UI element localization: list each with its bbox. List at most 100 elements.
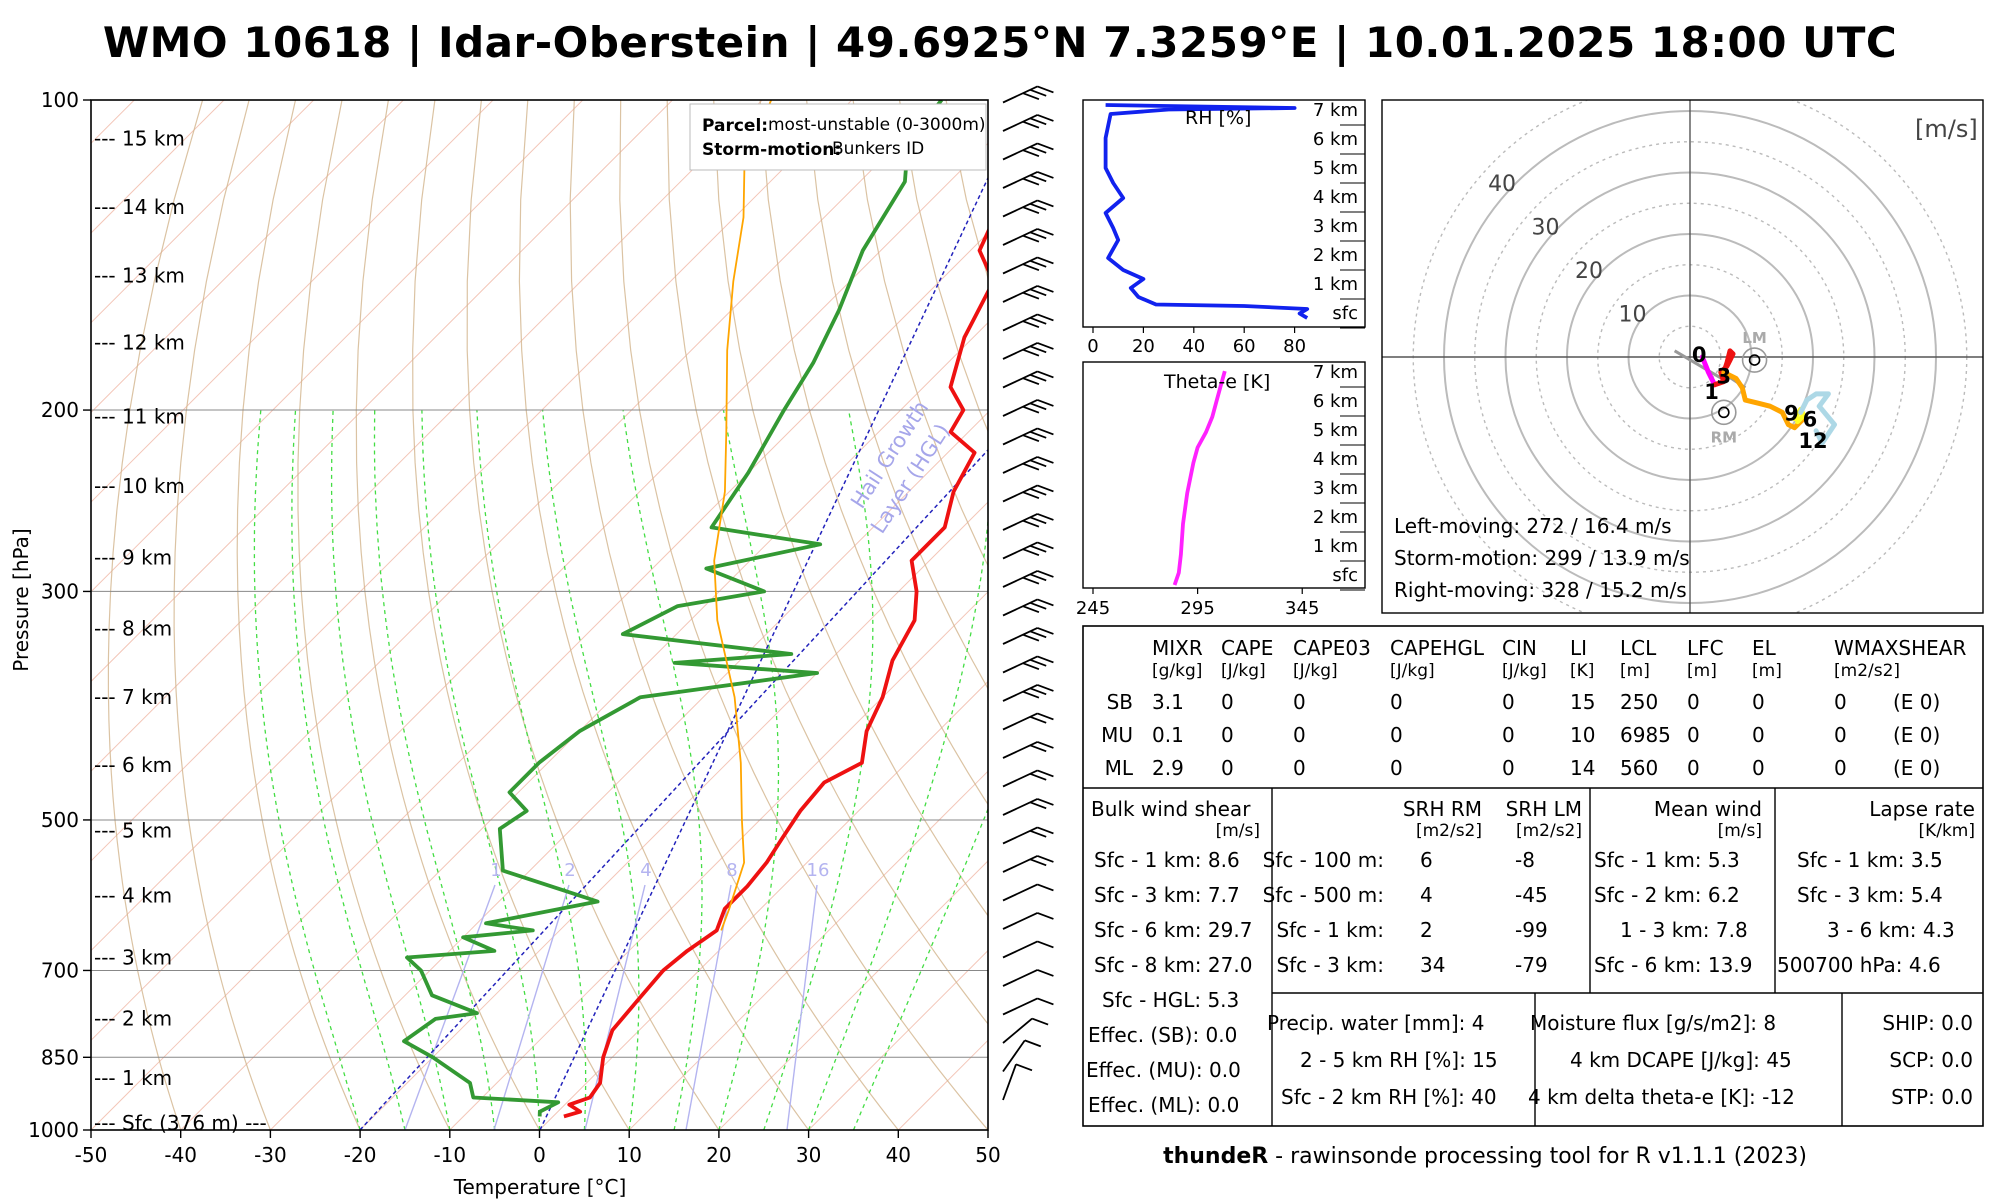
wind-barbs xyxy=(1002,85,1054,1101)
barb-flag xyxy=(1022,377,1040,386)
barb-staff xyxy=(1002,228,1038,246)
wind-barb xyxy=(1002,741,1054,759)
indices-cell: 0.1 xyxy=(1152,723,1184,747)
hodograph-panel: 10 20 30 40 LM RM 0 13 69 12 [m/s] Left-moving: … xyxy=(1381,99,1984,614)
dry-adiabat-line xyxy=(852,100,988,567)
indices-unit: [m] xyxy=(1752,661,1782,681)
isotherm-line xyxy=(91,100,853,862)
bulk-shear-row: Effec. (ML): 0.0 xyxy=(1088,1093,1239,1117)
scp-index: SCP: 0.0 xyxy=(1889,1048,1973,1072)
hodo-height-label: 9 xyxy=(1784,401,1799,425)
wind-barb xyxy=(1002,912,1054,930)
barb-flag xyxy=(1022,120,1040,129)
barb-flag xyxy=(1029,88,1047,97)
srh-lm-value: -8 xyxy=(1515,848,1535,872)
barb-staff xyxy=(1002,655,1038,674)
barb-flag xyxy=(1029,316,1047,325)
wind-barb xyxy=(1002,285,1054,303)
indices-cell: 0 xyxy=(1221,756,1234,780)
barb-flag xyxy=(1037,627,1054,635)
dry-adiabat-line xyxy=(297,100,451,1130)
barb-flag xyxy=(1022,234,1040,243)
hodo-ring-label: 40 xyxy=(1488,172,1516,197)
srh-row-label: Sfc - 500 m: xyxy=(1263,883,1384,907)
rh-frame xyxy=(1082,99,1366,328)
barb-flag xyxy=(1029,373,1047,382)
barb-flag xyxy=(1037,456,1054,464)
dry-adiabat-line xyxy=(619,100,988,1130)
indices-cell: 0 xyxy=(1752,690,1765,714)
indices-header: CAPE03 xyxy=(1293,636,1371,660)
hodograph-frame xyxy=(1381,99,1984,614)
wind-barb xyxy=(1002,399,1054,417)
isotherm-line xyxy=(91,100,584,593)
indices-cell: 2.9 xyxy=(1152,756,1184,780)
height-label: --- 9 km xyxy=(94,545,172,569)
indices-header: LFC xyxy=(1687,636,1724,660)
barb-staff xyxy=(1002,370,1038,389)
barb-flag xyxy=(1029,459,1047,468)
srh-rm-title: SRH RM xyxy=(1403,797,1482,821)
chart-title: WMO 10618 | Idar-Oberstein | 49.6925°N 7… xyxy=(102,18,1898,67)
wind-barb xyxy=(1002,484,1054,503)
barb-flag xyxy=(1022,405,1040,414)
bulk-shear-row: Sfc - 8 km: 27.0 xyxy=(1094,953,1252,977)
barb-staff xyxy=(1002,1063,1017,1101)
x-tick-label: 10 xyxy=(616,1143,641,1167)
wind-barb xyxy=(1002,228,1054,246)
height-label: --- 6 km xyxy=(94,753,172,777)
barb-flag xyxy=(1022,92,1040,101)
barb-flag xyxy=(1029,630,1047,639)
stp-index: STP: 0.0 xyxy=(1891,1085,1973,1109)
height-label: --- 13 km xyxy=(94,263,185,287)
barb-flag xyxy=(1024,1039,1042,1048)
barb-flag xyxy=(1022,605,1040,614)
lapse-rate-row: 3 - 6 km: 4.3 xyxy=(1827,918,1955,942)
barb-flag xyxy=(1037,285,1054,293)
wind-barb xyxy=(1002,940,1054,959)
barb-flag xyxy=(1029,117,1047,126)
moist-adiabat-line xyxy=(253,410,361,1130)
barb-flag xyxy=(1029,259,1047,268)
indices-unit: [m] xyxy=(1620,661,1650,681)
indices-cell: 14 xyxy=(1570,756,1595,780)
barb-flag xyxy=(1029,174,1047,183)
barb-flag xyxy=(1022,434,1040,443)
barb-flag xyxy=(1022,263,1040,272)
barb-flag xyxy=(1022,519,1040,528)
isotherm-line xyxy=(539,680,988,1130)
dry-adiabat-line xyxy=(518,100,810,1130)
indices-cell: 10 xyxy=(1570,723,1595,747)
p-tick-label: 300 xyxy=(41,579,79,603)
barb-flag xyxy=(1037,142,1054,151)
moist-adiabat-line xyxy=(541,410,640,1130)
indices-cell: 0 xyxy=(1293,756,1306,780)
barb-flag xyxy=(1037,399,1054,407)
barb-flag xyxy=(1022,633,1040,642)
rh-y-tick-label: sfc xyxy=(1332,303,1358,324)
wind-barb xyxy=(1002,370,1054,389)
barb-flag xyxy=(1037,570,1054,578)
height-label: --- 7 km xyxy=(94,685,172,709)
height-label: --- 15 km xyxy=(94,127,185,151)
storm-motion-marker-center xyxy=(1718,406,1730,419)
hodo-height-label: 6 xyxy=(1803,408,1818,432)
indices-cell: 0 xyxy=(1221,723,1234,747)
mean-wind-row: 1 - 3 km: 7.8 xyxy=(1620,918,1748,942)
bulk-shear-unit: [m/s] xyxy=(1216,821,1260,841)
barb-flag xyxy=(1015,1063,1033,1072)
indices-unit: [m2/s2] xyxy=(1834,661,1900,681)
srh-rm-value: 34 xyxy=(1420,953,1445,977)
indices-cell: 0 xyxy=(1502,723,1515,747)
barb-staff xyxy=(1002,997,1038,1016)
barb-flag xyxy=(1029,658,1047,667)
thetae-y-tick-label: 6 km xyxy=(1313,391,1358,412)
indices-cell: 15 xyxy=(1570,690,1595,714)
hodo-height-label: 1 xyxy=(1704,380,1719,404)
storm-motion-marker xyxy=(1741,347,1768,373)
x-tick-label: -50 xyxy=(75,1143,108,1167)
wind-barb xyxy=(1002,342,1054,360)
srh-row-label: Sfc - 1 km: xyxy=(1276,918,1384,942)
dry-adiabat-line xyxy=(236,100,361,1130)
legend-storm-label: Storm-motion: xyxy=(702,140,841,160)
